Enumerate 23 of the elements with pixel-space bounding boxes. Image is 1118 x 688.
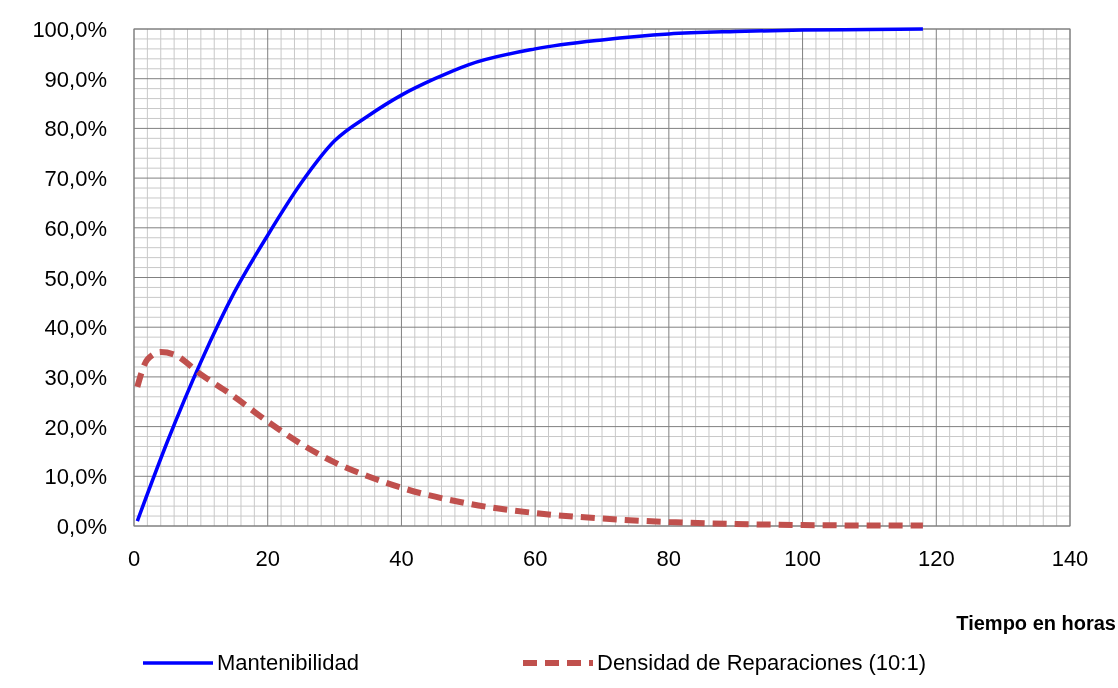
x-axis-title: Tiempo en horas bbox=[956, 612, 1116, 634]
x-tick-label: 100 bbox=[784, 546, 821, 571]
x-tick-label: 120 bbox=[917, 546, 955, 571]
y-tick-label: 100,0% bbox=[32, 17, 107, 42]
x-tick-label: 80 bbox=[656, 546, 682, 571]
legend-label: Mantenibilidad bbox=[217, 650, 359, 675]
line-series bbox=[135, 27, 925, 523]
x-tick-label: 40 bbox=[389, 546, 414, 571]
x-tick-label: 60 bbox=[522, 546, 548, 571]
x-tick-label: 140 bbox=[1051, 546, 1089, 571]
x-tick-label: 20 bbox=[255, 546, 280, 571]
y-tick-label: 40,0% bbox=[44, 315, 107, 341]
y-tick-label: 60,0% bbox=[44, 215, 107, 241]
y-tick-label: 70,0% bbox=[44, 166, 107, 192]
y-tick-label: 30,0% bbox=[44, 364, 107, 390]
legend-label: Densidad de Reparaciones (10:1) bbox=[597, 650, 926, 675]
x-tick-label: 0 bbox=[127, 546, 141, 571]
y-tick-label: 10,0% bbox=[44, 464, 107, 490]
y-tick-label: 90,0% bbox=[44, 66, 107, 92]
y-tick-label: 50,0% bbox=[44, 265, 107, 291]
y-tick-label: 80,0% bbox=[44, 116, 107, 142]
y-tick-label: 0,0% bbox=[56, 514, 107, 539]
y-tick-label: 20,0% bbox=[44, 414, 107, 440]
